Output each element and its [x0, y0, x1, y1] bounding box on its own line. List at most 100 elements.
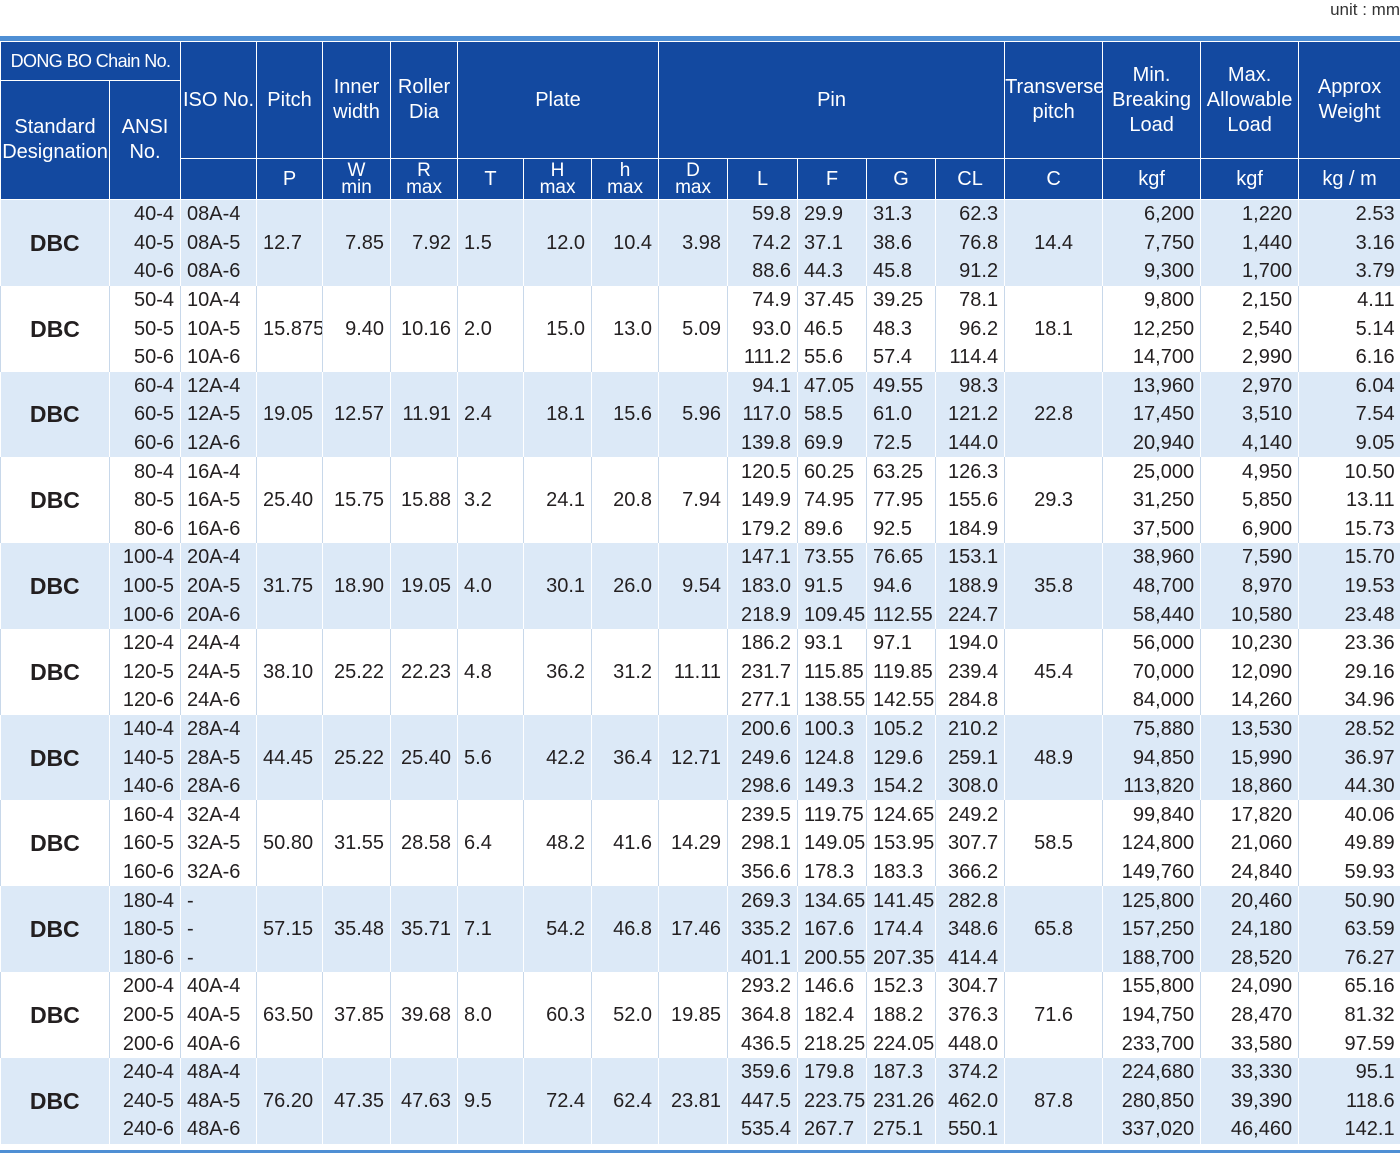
pin-l-cell: 356.6 — [727, 857, 798, 887]
approx-weight-cell: 6.16 — [1298, 342, 1400, 372]
pin-d-cell: 7.94 — [658, 457, 728, 544]
plate-h-cell: 15.6 — [591, 371, 659, 458]
pin-l-cell: 364.8 — [727, 1000, 798, 1030]
approx-weight-cell: 28.52 — [1298, 714, 1400, 744]
min-breaking-load-cell: 280,850 — [1102, 1086, 1201, 1115]
table-header: DONG BO Chain No. ISO No. Pitch Inner wi… — [0, 41, 1400, 200]
pin-f-cell: 182.4 — [797, 1000, 867, 1030]
roller-dia-cell: 19.05 — [390, 543, 458, 629]
approx-weight-cell: 6.04 — [1298, 371, 1400, 401]
inner-width-cell: 25.22 — [322, 714, 391, 801]
pin-g-cell: 152.3 — [866, 972, 936, 1001]
ansi-cell: 200-6 — [108, 1029, 181, 1058]
transverse-pitch-cell: 65.8 — [1004, 886, 1103, 973]
pin-l-cell: 117.0 — [727, 400, 798, 429]
pin-cl-cell: 448.0 — [935, 1029, 1005, 1058]
table-row: 200-5 40A-5 364.8 182.4 188.2 376.3 194,750 28,… — [1, 1000, 1400, 1030]
pin-l-cell: 200.6 — [727, 714, 798, 744]
pin-cl-cell: 78.1 — [935, 285, 1005, 315]
pin-f-cell: 134.65 — [797, 886, 867, 915]
pin-l-cell: 298.6 — [727, 771, 798, 801]
pin-f-cell: 200.55 — [797, 943, 867, 973]
ansi-cell: 80-5 — [108, 485, 181, 515]
pin-cl-cell: 62.3 — [935, 199, 1005, 229]
pin-g-cell: 275.1 — [866, 1115, 936, 1144]
pin-cl-cell: 374.2 — [935, 1057, 1005, 1087]
approx-weight-cell: 76.27 — [1298, 943, 1400, 973]
max-allowable-load-cell: 15,990 — [1200, 743, 1299, 772]
table-row: 240-6 48A-6 535.4 267.7 275.1 550.1 337,020 46,… — [1, 1115, 1400, 1144]
ansi-cell: 180-4 — [108, 886, 181, 915]
approx-weight-cell: 65.16 — [1298, 972, 1400, 1001]
inner-width-cell: 18.90 — [322, 543, 391, 629]
max-allowable-load-cell: 33,330 — [1200, 1057, 1299, 1087]
table-row: DBC 180-4-57.15 35.48 35.71 7.1 54.2 46.8 17.46… — [0, 886, 1400, 973]
header-sym-h: h max — [591, 158, 660, 200]
table-row: 80-6 16A-6 179.2 89.6 92.5 184.9 37,500 6,900 15… — [1, 514, 1400, 544]
pitch-cell: 57.15 — [256, 886, 323, 973]
roller-dia-cell: 22.23 — [390, 628, 458, 715]
iso-cell: 24A-4 — [180, 628, 257, 658]
max-allowable-load-cell: 3,510 — [1200, 400, 1299, 429]
ansi-cell: 140-5 — [108, 743, 181, 772]
pin-cl-cell: 376.3 — [935, 1000, 1005, 1030]
table-row: DBC 100-4 20A-4 31.75 18.90 19.05 4.0 30.1 26.0 9… — [0, 543, 1400, 629]
iso-cell: 10A-4 — [180, 285, 257, 315]
header-standard-designation: Standard Designation — [0, 80, 110, 200]
pitch-cell: 19.05 — [256, 371, 323, 458]
plate-H-cell: 54.2 — [523, 886, 592, 973]
pin-f-cell: 60.25 — [797, 457, 867, 486]
sym-h-label: h — [619, 160, 631, 181]
iso-cell: 28A-4 — [180, 714, 257, 744]
transverse-pitch-cell: 18.1 — [1004, 285, 1103, 372]
approx-weight-cell: 29.16 — [1298, 657, 1400, 687]
header-sym-g: G — [866, 158, 937, 200]
table-row: 40-6 08A-6 88.6 44.3 45.8 91.2 9,300 1,700 3.79 — [1, 257, 1400, 286]
transverse-pitch-cell: 71.6 — [1004, 972, 1103, 1058]
pin-l-cell: 231.7 — [727, 657, 798, 687]
pin-g-cell: 38.6 — [866, 228, 936, 258]
header-sym-kgf-allowable: kgf — [1200, 158, 1300, 200]
header-sym-kg-per-m: kg / m — [1298, 158, 1400, 200]
iso-cell: 24A-5 — [180, 657, 257, 687]
pin-g-cell: 183.3 — [866, 857, 936, 887]
header-brand: DONG BO Chain No. — [0, 41, 182, 81]
ansi-cell: 40-6 — [108, 257, 181, 286]
iso-cell: 16A-6 — [180, 514, 257, 544]
approx-weight-cell: 3.79 — [1298, 257, 1400, 286]
plate-h-cell: 41.6 — [591, 800, 659, 887]
pin-l-cell: 120.5 — [727, 457, 798, 486]
pin-cl-cell: 224.7 — [935, 600, 1005, 629]
pin-g-cell: 48.3 — [866, 314, 936, 343]
ansi-cell: 50-5 — [108, 314, 181, 343]
iso-cell: 20A-4 — [180, 543, 257, 572]
max-allowable-load-cell: 5,850 — [1200, 485, 1299, 515]
pin-l-cell: 149.9 — [727, 485, 798, 515]
header-sym-p: P — [256, 158, 324, 200]
min-breaking-load-cell: 337,020 — [1102, 1115, 1201, 1144]
plate-h-cell: 13.0 — [591, 285, 659, 372]
max-allowable-load-cell: 1,220 — [1200, 199, 1299, 229]
pin-g-cell: 124.65 — [866, 800, 936, 830]
min-breaking-load-cell: 14,700 — [1102, 342, 1201, 372]
max-allowable-load-cell: 46,460 — [1200, 1115, 1299, 1144]
pin-f-cell: 93.1 — [797, 628, 867, 658]
plate-t-cell: 2.0 — [457, 285, 524, 372]
table-body: DBC 40-4 08A-4 12.7 7.85 7.92 1.5 12.0 10.4 3.98 5… — [0, 199, 1400, 1144]
approx-weight-cell: 97.59 — [1298, 1029, 1400, 1058]
max-allowable-load-cell: 2,970 — [1200, 371, 1299, 401]
pin-f-cell: 29.9 — [797, 199, 867, 229]
iso-cell: 20A-6 — [180, 600, 257, 629]
sym-r-label: R — [417, 160, 431, 181]
ansi-cell: 200-5 — [108, 1000, 181, 1030]
standard-designation-cell: DBC — [0, 543, 110, 629]
transverse-pitch-cell: 35.8 — [1004, 543, 1103, 629]
pin-cl-cell: 462.0 — [935, 1086, 1005, 1115]
pin-g-cell: 207.35 — [866, 943, 936, 973]
transverse-pitch-cell: 48.9 — [1004, 714, 1103, 801]
pin-f-cell: 138.55 — [797, 686, 867, 715]
ansi-cell: 140-4 — [108, 714, 181, 744]
pin-g-cell: 31.3 — [866, 199, 936, 229]
